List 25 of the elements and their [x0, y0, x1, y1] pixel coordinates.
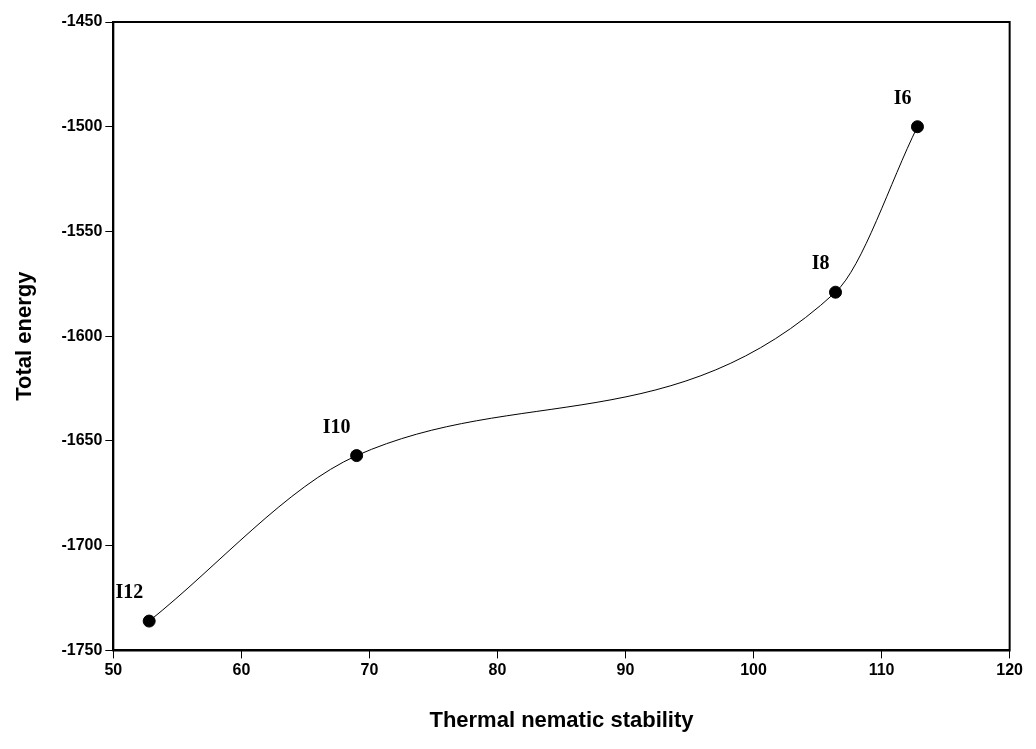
point [350, 449, 364, 463]
x-tick-label: 70 [360, 661, 379, 679]
annotation: I12 [115, 580, 144, 603]
y-tick-label: -1450 [61, 12, 103, 30]
x-tick-label: 50 [104, 661, 123, 679]
point [142, 614, 156, 628]
x-tick-label: 80 [488, 661, 507, 679]
annotation: I10 [322, 414, 351, 437]
y-tick-label: -1700 [61, 536, 103, 554]
x-tick-label: 90 [616, 661, 635, 679]
x-tick-label: 120 [996, 661, 1024, 679]
annotation: I8 [811, 251, 830, 274]
x-tick-label: 100 [740, 661, 767, 679]
y-tick-label: -1650 [61, 431, 103, 449]
point [829, 285, 843, 299]
x-axis-title: Thermal nematic stability [429, 706, 695, 732]
x-tick-label: 110 [868, 661, 895, 679]
y-axis-title: Total energy [11, 270, 37, 401]
y-tick-label: -1750 [61, 640, 103, 658]
annotation: I6 [893, 85, 912, 108]
y-tick-label: -1550 [61, 221, 103, 239]
x-tick-label: 60 [232, 661, 251, 679]
point [910, 120, 924, 134]
y-tick-label: -1500 [61, 117, 103, 135]
y-tick-label: -1600 [61, 326, 103, 344]
